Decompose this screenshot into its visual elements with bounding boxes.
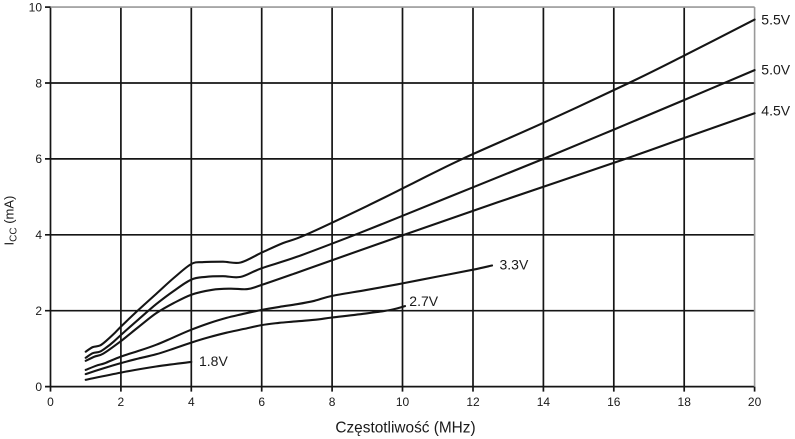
svg-text:3.3V: 3.3V xyxy=(500,257,529,273)
svg-text:12: 12 xyxy=(466,395,480,409)
svg-text:8: 8 xyxy=(35,76,42,90)
svg-text:Częstotliwość (MHz): Częstotliwość (MHz) xyxy=(335,419,475,436)
svg-text:2: 2 xyxy=(118,395,125,409)
svg-text:14: 14 xyxy=(537,395,551,409)
svg-text:4: 4 xyxy=(188,395,195,409)
svg-text:6: 6 xyxy=(35,152,42,166)
svg-text:10: 10 xyxy=(396,395,410,409)
svg-text:18: 18 xyxy=(678,395,692,409)
svg-text:10: 10 xyxy=(29,0,43,14)
svg-text:4.5V: 4.5V xyxy=(761,103,790,119)
svg-text:20: 20 xyxy=(748,395,762,409)
svg-text:0: 0 xyxy=(47,395,54,409)
svg-text:0: 0 xyxy=(35,380,42,394)
svg-text:6: 6 xyxy=(258,395,265,409)
svg-text:2.7V: 2.7V xyxy=(409,293,438,309)
svg-text:1.8V: 1.8V xyxy=(199,353,228,369)
svg-text:2: 2 xyxy=(35,304,42,318)
svg-text:ICC (mA): ICC (mA) xyxy=(2,196,20,246)
svg-text:5.5V: 5.5V xyxy=(761,12,790,28)
svg-text:8: 8 xyxy=(329,395,336,409)
svg-text:4: 4 xyxy=(35,228,42,242)
svg-text:5.0V: 5.0V xyxy=(761,62,790,78)
svg-text:16: 16 xyxy=(607,395,621,409)
